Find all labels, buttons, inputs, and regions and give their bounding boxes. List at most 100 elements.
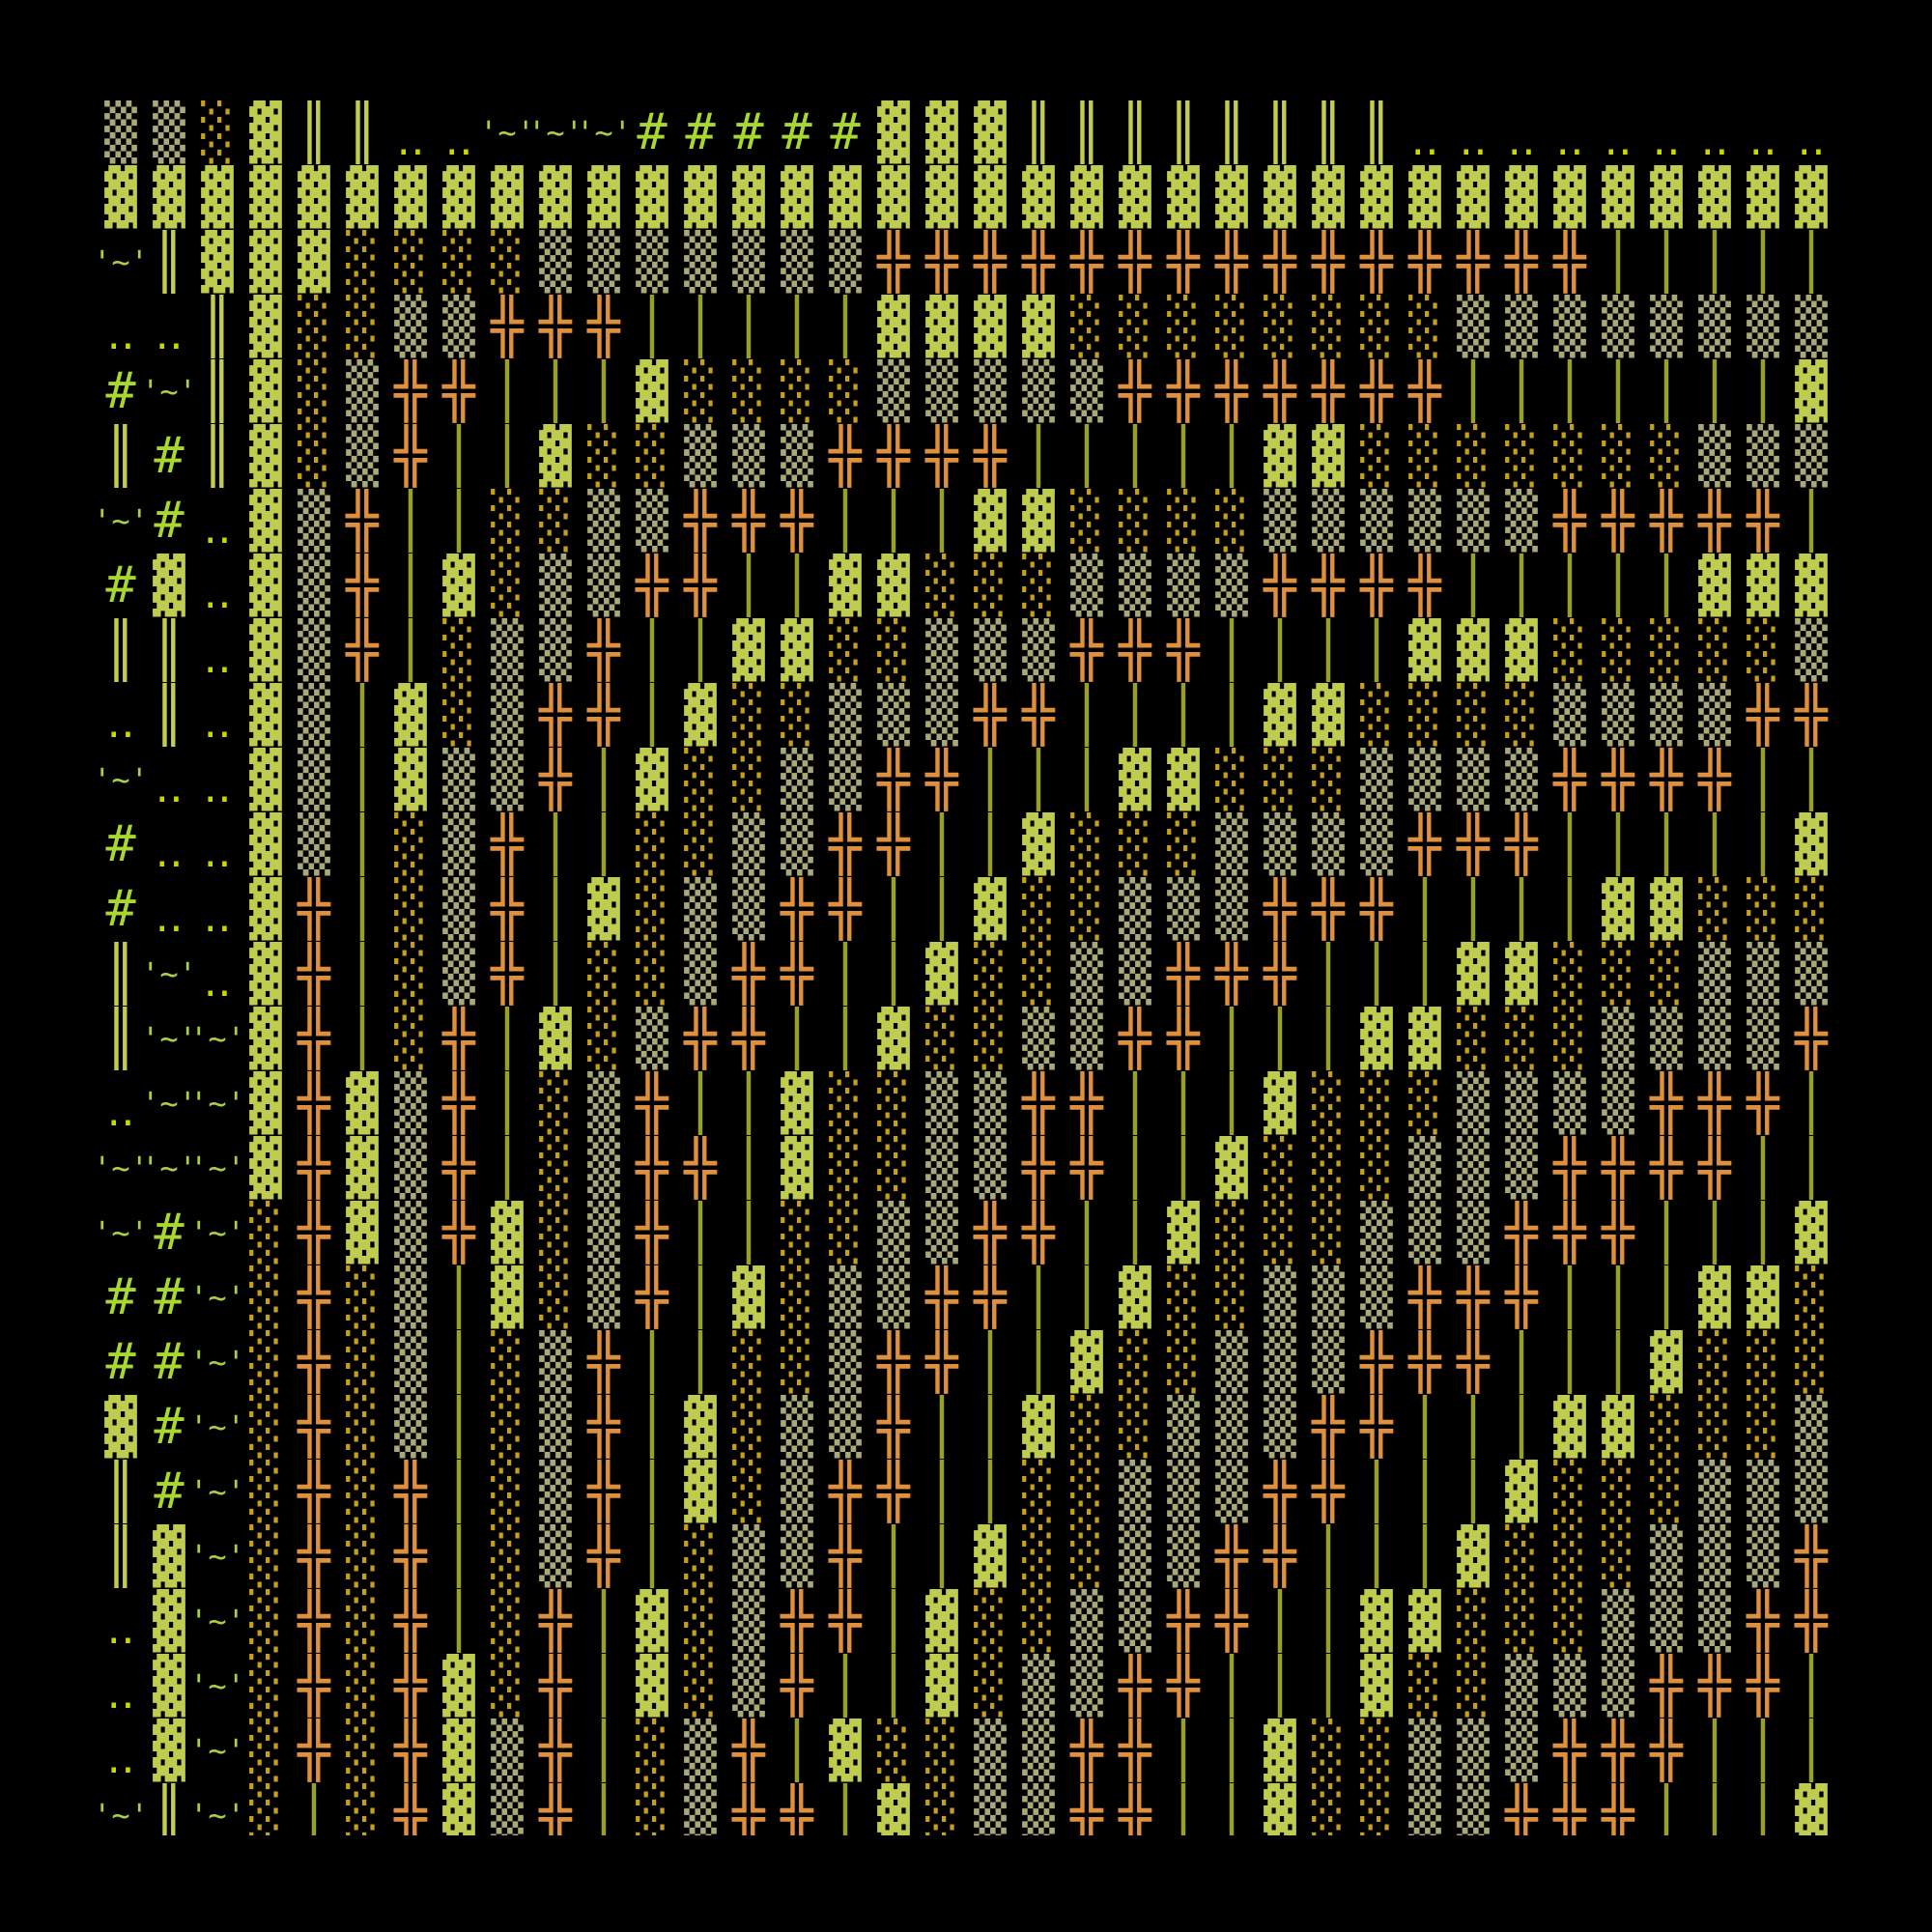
double-cross-glyph: ╬	[539, 1590, 572, 1653]
double-cross-glyph: ╬	[877, 749, 910, 811]
double-bar-glyph: ║	[1167, 101, 1200, 164]
medium-shade-glyph: ▒	[1215, 1331, 1248, 1394]
hash-glyph: #	[154, 492, 185, 550]
single-bar-glyph: │	[877, 490, 910, 553]
two-dots-glyph: ‥	[1700, 116, 1729, 165]
single-bar-glyph: │	[781, 296, 813, 358]
double-cross-glyph: ╬	[781, 1655, 813, 1718]
dark-shade-glyph: ▓	[1264, 684, 1296, 747]
medium-shade-glyph: ▒	[974, 1137, 1007, 1200]
medium-shade-glyph: ▒	[1022, 1008, 1055, 1070]
medium-shade-glyph: ▒	[732, 1655, 765, 1718]
dark-shade-glyph: ▓	[491, 166, 524, 229]
double-cross-glyph: ╬	[587, 296, 620, 358]
grid-row: ║#'~'░╬░╬│░▒╬│▓░▒╬╬││░░▒▒▒╬╬│││▓░░░▒▒▒	[97, 1460, 1835, 1524]
single-bar-glyph: │	[1264, 619, 1296, 682]
light-shade-glyph: ░	[1360, 1137, 1393, 1200]
light-shade-glyph: ░	[249, 1719, 282, 1782]
dark-shade-glyph: ▓	[298, 231, 330, 294]
light-shade-glyph: ░	[684, 813, 717, 876]
light-shade-glyph: ░	[877, 1137, 910, 1200]
double-cross-glyph: ╬	[1747, 1590, 1779, 1653]
light-shade-glyph: ░	[1795, 1266, 1828, 1329]
double-cross-glyph: ╬	[346, 619, 379, 682]
light-shade-glyph: ░	[684, 1655, 717, 1718]
single-bar-glyph: │	[491, 1137, 524, 1200]
double-cross-glyph: ╬	[1698, 749, 1731, 811]
medium-shade-glyph: ▒	[1408, 1202, 1441, 1264]
light-shade-glyph: ░	[1408, 296, 1441, 358]
single-bar-glyph: │	[684, 1331, 717, 1394]
light-shade-glyph: ░	[491, 1396, 524, 1459]
double-cross-glyph: ╬	[925, 1331, 958, 1394]
double-cross-glyph: ╬	[1022, 684, 1055, 747]
medium-shade-glyph: ▒	[1698, 425, 1731, 488]
medium-shade-glyph: ▒	[1795, 1396, 1828, 1459]
grid-row: ‥ ‥ ║ ▓ ░ ░ ▒ ▒ ╬ ╬ ╬ │ │ │ │ │ ▓ ▓ ▓ ▓ ░ ░ ░ ░ ░ ░ ░ ░ ▒ ▒ ▒ ▒ ▒ ▒ ▒ ▒	[97, 295, 1835, 359]
medium-shade-glyph: ▒	[1264, 1396, 1296, 1459]
single-bar-glyph: │	[1795, 1137, 1828, 1200]
double-cross-glyph: ╬	[877, 231, 910, 294]
medium-shade-glyph: ▒	[1360, 813, 1393, 876]
two-dots-glyph: ‥	[106, 310, 135, 359]
double-cross-glyph: ╬	[394, 1719, 427, 1782]
double-cross-glyph: ╬	[587, 1461, 620, 1523]
double-cross-glyph: ╬	[1070, 1137, 1103, 1200]
single-bar-glyph: │	[1119, 1072, 1151, 1135]
double-cross-glyph: ╬	[298, 878, 330, 941]
medium-shade-glyph: ▒	[587, 490, 620, 553]
single-bar-glyph: │	[1215, 1655, 1248, 1718]
tilde-glyph: '~'	[145, 1150, 193, 1186]
medium-shade-glyph: ▒	[587, 1266, 620, 1329]
double-cross-glyph: ╬	[1360, 231, 1393, 294]
two-dots-glyph: ‥	[106, 1087, 135, 1136]
light-shade-glyph: ░	[925, 554, 958, 617]
single-bar-glyph: │	[829, 1655, 862, 1718]
medium-shade-glyph: ▒	[298, 554, 330, 617]
two-dots-glyph: ‥	[106, 1669, 135, 1719]
double-cross-glyph: ╬	[539, 1719, 572, 1782]
grid-row: '~'║'~'░│░╬▓▒╬│░▒╬╬│▓░▒▒╬╬││▓░░▒▒╬╬╬│││▓	[97, 1783, 1835, 1835]
single-bar-glyph: │	[1795, 490, 1828, 553]
double-cross-glyph: ╬	[491, 943, 524, 1006]
light-shade-glyph: ░	[1747, 619, 1779, 682]
double-cross-glyph: ╬	[1650, 1719, 1683, 1782]
medium-shade-glyph: ▒	[1119, 1525, 1151, 1588]
light-shade-glyph: ░	[298, 360, 330, 423]
double-cross-glyph: ╬	[1167, 943, 1200, 1006]
tilde-glyph: '~'	[97, 761, 145, 798]
light-shade-glyph: ░	[1650, 1461, 1683, 1523]
medium-shade-glyph: ▒	[1360, 1202, 1393, 1264]
light-shade-glyph: ░	[249, 1525, 282, 1588]
light-shade-glyph: ░	[1553, 943, 1586, 1006]
light-shade-glyph: ░	[829, 619, 862, 682]
double-cross-glyph: ╬	[684, 1137, 717, 1200]
light-shade-glyph: ░	[1408, 684, 1441, 747]
dark-shade-glyph: ▓	[877, 1008, 910, 1070]
medium-shade-glyph: ▒	[925, 1137, 958, 1200]
single-bar-glyph: │	[1070, 1202, 1103, 1264]
dark-shade-glyph: ▓	[249, 166, 282, 229]
double-cross-glyph: ╬	[974, 231, 1007, 294]
double-cross-glyph: ╬	[1360, 1331, 1393, 1394]
medium-shade-glyph: ▒	[298, 749, 330, 811]
light-shade-glyph: ░	[732, 1461, 765, 1523]
double-cross-glyph: ╬	[974, 684, 1007, 747]
dark-shade-glyph: ▓	[153, 1590, 185, 1653]
single-bar-glyph: │	[1602, 1331, 1634, 1394]
light-shade-glyph: ░	[1167, 296, 1200, 358]
single-bar-glyph: │	[1650, 360, 1683, 423]
double-cross-glyph: ╬	[732, 1719, 765, 1782]
double-cross-glyph: ╬	[539, 296, 572, 358]
dark-shade-glyph: ▓	[1795, 813, 1828, 876]
hash-glyph: #	[105, 1268, 136, 1326]
light-shade-glyph: ░	[1215, 749, 1248, 811]
single-bar-glyph: │	[1312, 619, 1345, 682]
dark-shade-glyph: ▓	[1457, 943, 1490, 1006]
double-bar-glyph: ║	[104, 1525, 137, 1588]
double-cross-glyph: ╬	[1650, 749, 1683, 811]
light-shade-glyph: ░	[925, 1008, 958, 1070]
double-cross-glyph: ╬	[1553, 1202, 1586, 1264]
light-shade-glyph: ░	[539, 1137, 572, 1200]
double-cross-glyph: ╬	[1505, 1784, 1538, 1835]
